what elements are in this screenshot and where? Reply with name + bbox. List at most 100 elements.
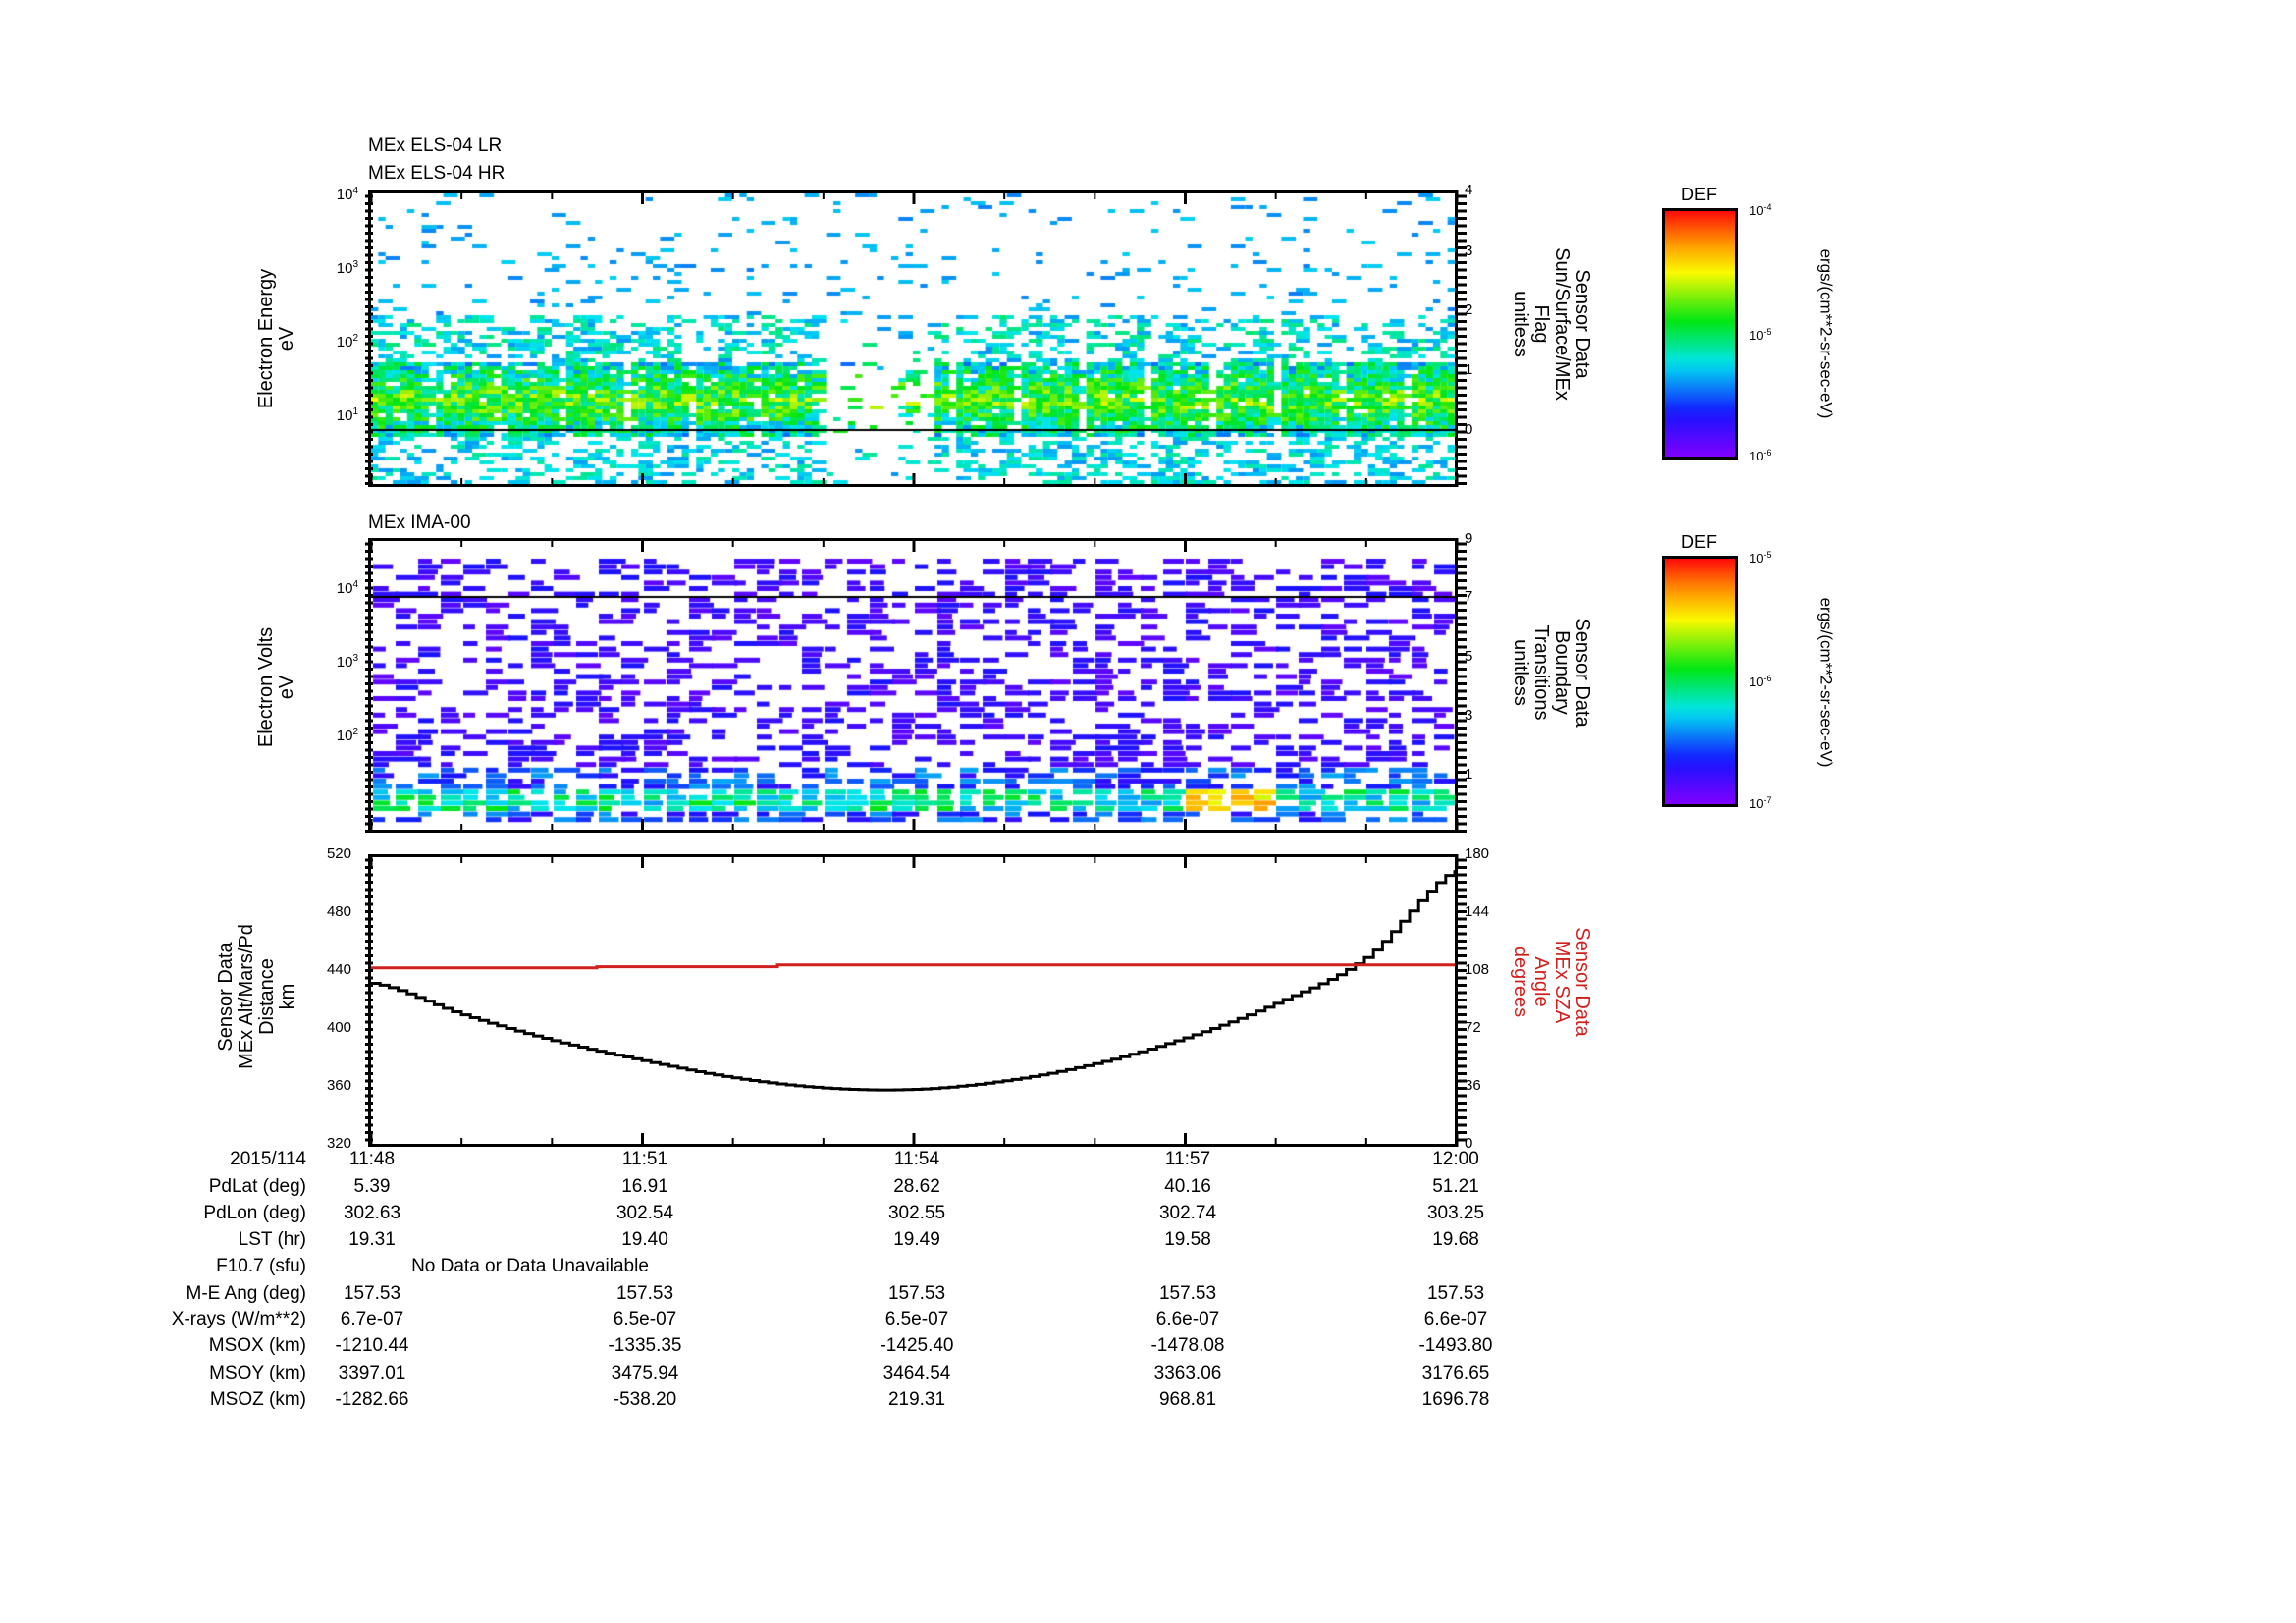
table-cell: 3464.54 <box>882 1363 951 1383</box>
orbit-ytick-520: 520 <box>326 845 351 862</box>
table-row-label: MSOY (km) <box>209 1363 306 1383</box>
table-row-label: PdLat (deg) <box>208 1176 306 1197</box>
ima-left-axis-label: Electron Volts eV <box>255 626 297 748</box>
table-cell: 28.62 <box>893 1176 940 1197</box>
els-rtick-0: 0 <box>1465 421 1473 438</box>
table-cell: 3176.65 <box>1421 1363 1490 1383</box>
orbit-ytick-360: 360 <box>326 1077 351 1094</box>
table-cell: -1493.80 <box>1418 1335 1493 1356</box>
els-cbtick-mid: 10-5 <box>1749 327 1772 343</box>
table-cell: 157.53 <box>615 1283 674 1304</box>
table-cell: 3397.01 <box>338 1363 406 1383</box>
table-cell: 6.7e-07 <box>340 1309 404 1329</box>
table-cell: 6.5e-07 <box>884 1309 949 1329</box>
ima-spectrogram <box>371 541 1455 830</box>
table-cell: -1335.35 <box>608 1335 682 1356</box>
table-cell: 5.39 <box>353 1176 391 1197</box>
table-row-label: F10.7 (sfu) <box>216 1256 306 1276</box>
orbit-rtick-72: 72 <box>1465 1019 1481 1036</box>
els-colorbar <box>1662 208 1738 460</box>
table-cell: 12:00 <box>1432 1149 1479 1169</box>
table-cell: 157.53 <box>1158 1283 1217 1304</box>
els-rtick-1: 1 <box>1465 361 1473 378</box>
table-row-label: PdLon (deg) <box>203 1203 306 1223</box>
orbit-rtick-144: 144 <box>1465 903 1490 920</box>
table-cell: 19.40 <box>621 1229 668 1250</box>
table-cell: 6.6e-07 <box>1423 1309 1488 1329</box>
table-cell: -1282.66 <box>335 1389 409 1410</box>
table-cell: 11:51 <box>621 1149 668 1169</box>
els-ytick-1e1: 101 <box>336 406 358 424</box>
table-cell: 157.53 <box>1426 1283 1485 1304</box>
ima-colorbar-units: ergs/(cm**2-sr-sec-eV) <box>1816 597 1836 768</box>
ima-ytick-1e2: 102 <box>336 727 358 744</box>
table-cell: 303.25 <box>1426 1203 1485 1223</box>
els-rtick-3: 3 <box>1465 243 1473 259</box>
table-cell: 219.31 <box>887 1389 946 1410</box>
els-right-axis-label: Sensor Data Sun/Surface/MEx Flag unitles… <box>1510 247 1593 401</box>
orbit-ytick-320: 320 <box>326 1135 351 1152</box>
table-cell: 11:48 <box>348 1149 396 1169</box>
table-cell: 51.21 <box>1432 1176 1479 1197</box>
ima-right-axis-label: Sensor Data Boundary Transitions unitles… <box>1510 618 1593 728</box>
altitude-line <box>371 870 1455 1092</box>
table-cell: 19.31 <box>348 1229 396 1250</box>
table-cell: 968.81 <box>1158 1389 1217 1410</box>
table-row-label: MSOX (km) <box>208 1335 306 1356</box>
ima-spectrogram-panel <box>368 538 1458 833</box>
ima-ytick-1e3: 103 <box>336 653 358 671</box>
table-cell: 11:54 <box>893 1149 940 1169</box>
els-ytick-1e3: 103 <box>336 259 358 277</box>
orbit-rtick-36: 36 <box>1465 1077 1481 1094</box>
table-cell: 16.91 <box>621 1176 668 1197</box>
els-left-axis-label: Electron Energy eV <box>255 268 297 409</box>
orbit-left-axis-label: Sensor Data MEx Alt/Mars/Pd Distance km <box>215 924 298 1069</box>
els-colorbar-units: ergs/(cm**2-sr-sec-eV) <box>1816 248 1836 419</box>
table-cell: 302.63 <box>343 1203 401 1223</box>
els-spectrogram-panel <box>368 190 1458 487</box>
orbit-ytick-400: 400 <box>326 1019 351 1036</box>
table-cell: 19.49 <box>893 1229 940 1250</box>
orbit-ytick-480: 480 <box>326 903 351 920</box>
ima-rtick-7: 7 <box>1465 588 1473 605</box>
els-ytick-1e4: 104 <box>336 186 358 203</box>
table-note: No Data or Data Unavailable <box>411 1256 649 1276</box>
table-cell: 19.58 <box>1164 1229 1211 1250</box>
orbit-line-chart <box>371 870 1455 1092</box>
table-cell: 157.53 <box>887 1283 946 1304</box>
table-cell: 302.54 <box>615 1203 674 1223</box>
orbit-ytick-440: 440 <box>326 961 351 978</box>
ima-ytick-1e4: 104 <box>336 579 358 597</box>
table-cell: 11:57 <box>1164 1149 1211 1169</box>
sza-angle-line <box>371 963 1455 970</box>
table-row-label: MSOZ (km) <box>209 1389 306 1410</box>
ima-rtick-3: 3 <box>1465 707 1473 724</box>
table-cell: -1478.08 <box>1150 1335 1225 1356</box>
els-cbtick-bottom: 10-6 <box>1749 448 1772 463</box>
els-rtick-2: 2 <box>1465 301 1473 318</box>
ima-cbtick-mid: 10-6 <box>1749 674 1772 689</box>
table-cell: 6.5e-07 <box>613 1309 677 1329</box>
ima-cbtick-top: 10-5 <box>1749 550 1772 566</box>
ima-rtick-5: 5 <box>1465 648 1473 665</box>
table-cell: 3475.94 <box>611 1363 679 1383</box>
els-spectrogram <box>371 193 1455 484</box>
orbit-line-panel <box>368 854 1458 1147</box>
table-cell: 302.74 <box>1158 1203 1217 1223</box>
table-cell: 1696.78 <box>1421 1389 1490 1410</box>
table-cell: 157.53 <box>343 1283 401 1304</box>
panel-ima-title: MEx IMA-00 <box>368 513 471 533</box>
els-ytick-1e2: 102 <box>336 333 358 351</box>
ima-rtick-9: 9 <box>1465 530 1473 547</box>
table-cell: 19.68 <box>1432 1229 1479 1250</box>
table-cell: 40.16 <box>1164 1176 1211 1197</box>
table-cell: -538.20 <box>613 1389 677 1410</box>
orbit-rtick-108: 108 <box>1465 961 1490 978</box>
orbit-rtick-180: 180 <box>1465 845 1490 862</box>
table-cell: -1210.44 <box>335 1335 409 1356</box>
table-row-label: LST (hr) <box>238 1229 306 1250</box>
panel-els-title-hr: MEx ELS-04 HR <box>368 163 506 184</box>
table-cell: 302.55 <box>887 1203 946 1223</box>
table-cell: 6.6e-07 <box>1155 1309 1220 1329</box>
els-colorbar-title: DEF <box>1682 185 1717 204</box>
